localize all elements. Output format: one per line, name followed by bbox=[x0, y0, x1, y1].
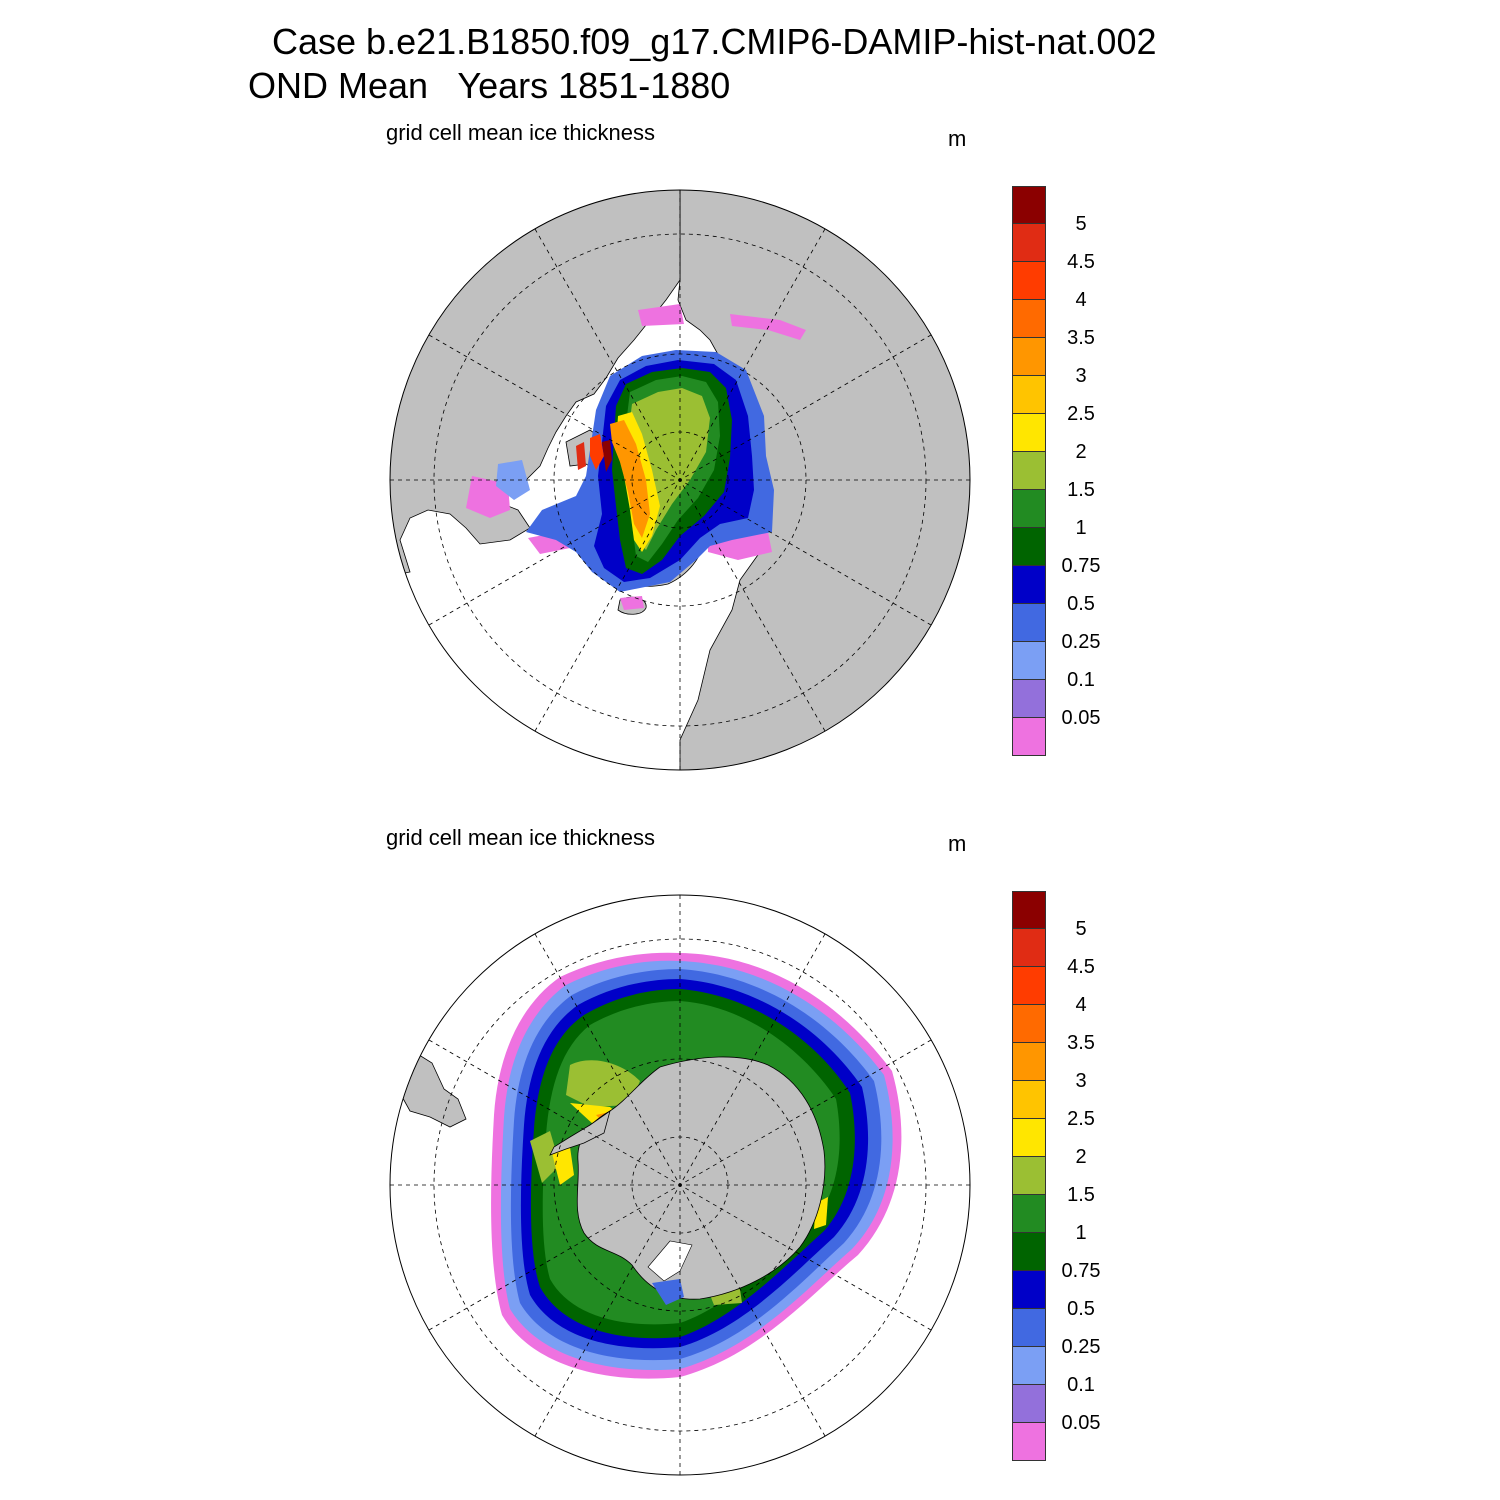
north-colorbar-swatch bbox=[1012, 680, 1046, 718]
south-colorbar-swatch bbox=[1012, 1119, 1046, 1157]
south-map-border bbox=[389, 894, 971, 1476]
south-colorbar-swatch bbox=[1012, 967, 1046, 1005]
north-colorbar-tick-label: 0.1 bbox=[1067, 669, 1095, 691]
south-ice-yellow-green bbox=[566, 1060, 640, 1107]
north-colorbar-tick-label: 4 bbox=[1075, 289, 1087, 311]
south-polar-map bbox=[389, 894, 971, 1476]
north-panel-variable-label: grid cell mean ice thickness bbox=[386, 120, 656, 145]
south-colorbar-tick-label: 2 bbox=[1075, 1146, 1087, 1168]
north-colorbar-tick-label: 0.5 bbox=[1067, 593, 1095, 615]
north-colorbar-tick-label: 1.5 bbox=[1067, 479, 1095, 501]
south-colorbar-swatch bbox=[1012, 1309, 1046, 1347]
north-colorbar-tick-label: 4.5 bbox=[1067, 251, 1095, 273]
south-colorbar-swatch bbox=[1012, 1157, 1046, 1195]
north-colorbar-swatch bbox=[1012, 490, 1046, 528]
north-colorbar-tick-label: 0.75 bbox=[1061, 555, 1101, 577]
north-colorbar-tick-label: 1 bbox=[1075, 517, 1087, 539]
north-colorbar-swatch bbox=[1012, 376, 1046, 414]
south-colorbar-tick-label: 3 bbox=[1075, 1070, 1087, 1092]
south-colorbar-tick-label: 4.5 bbox=[1067, 956, 1095, 978]
south-ice-yellow-green bbox=[530, 1131, 560, 1183]
north-colorbar-swatch bbox=[1012, 262, 1046, 300]
south-colorbar-tick-label: 0.75 bbox=[1061, 1260, 1101, 1282]
north-colorbar-tick-label: 0.25 bbox=[1061, 631, 1101, 653]
north-colorbar-tick-label: 3 bbox=[1075, 365, 1087, 387]
north-colorbar-swatch bbox=[1012, 338, 1046, 376]
ross-ice-shelf-notch bbox=[647, 1240, 693, 1282]
north-colorbar-swatch bbox=[1012, 566, 1046, 604]
south-colorbar-swatch bbox=[1012, 1233, 1046, 1271]
south-panel-variable-label: grid cell mean ice thickness bbox=[386, 825, 656, 850]
north-ice-dark-red bbox=[602, 440, 612, 472]
south-colorbar-swatch bbox=[1012, 1005, 1046, 1043]
south-colorbar-tick-label: 2.5 bbox=[1067, 1108, 1095, 1130]
figure-title-line-2: OND Mean Years 1851-1880 bbox=[248, 65, 731, 106]
south-colorbar-swatch bbox=[1012, 1385, 1046, 1423]
south-colorbar-swatch bbox=[1012, 929, 1046, 967]
north-ice-orange bbox=[610, 420, 650, 538]
south-colorbar-swatch bbox=[1012, 1081, 1046, 1119]
south-colorbar-swatch bbox=[1012, 1043, 1046, 1081]
south-colorbar-swatch bbox=[1012, 1271, 1046, 1309]
north-colorbar-tick-label: 3.5 bbox=[1067, 327, 1095, 349]
south-colorbar-tick-label: 0.1 bbox=[1067, 1374, 1095, 1396]
north-polar-map bbox=[389, 189, 971, 771]
north-colorbar: 5 4.5 4 3.5 3 2.5 2 1.5 1 0.75 0.5 0.25 0.1 0.05 bbox=[1010, 186, 1130, 758]
north-ice-red bbox=[590, 434, 604, 470]
north-colorbar-swatch bbox=[1012, 642, 1046, 680]
north-colorbar-swatch bbox=[1012, 718, 1046, 756]
north-map-border bbox=[389, 189, 971, 771]
south-colorbar-tick-label: 0.25 bbox=[1061, 1336, 1101, 1358]
north-ice-pink bbox=[620, 596, 644, 610]
south-colorbar-swatch bbox=[1012, 1195, 1046, 1233]
north-panel-units-label: m bbox=[948, 126, 967, 151]
south-colorbar-swatch bbox=[1012, 1347, 1046, 1385]
north-colorbar-tick-label: 0.05 bbox=[1061, 707, 1101, 729]
south-ice-yellow-green bbox=[710, 1289, 742, 1305]
north-colorbar-swatch bbox=[1012, 186, 1046, 224]
north-colorbar-tick-label: 2.5 bbox=[1067, 403, 1095, 425]
south-ice-blue-ross bbox=[652, 1279, 684, 1305]
south-colorbar-tick-label: 1 bbox=[1075, 1222, 1087, 1244]
south-colorbar-tick-label: 1.5 bbox=[1067, 1184, 1095, 1206]
south-colorbar-tick-label: 4 bbox=[1075, 994, 1087, 1016]
north-colorbar-tick-label: 5 bbox=[1075, 213, 1087, 235]
north-colorbar-swatch bbox=[1012, 604, 1046, 642]
north-ice-pink bbox=[638, 304, 684, 326]
south-colorbar-tick-label: 0.5 bbox=[1067, 1298, 1095, 1320]
south-panel-units-label: m bbox=[948, 831, 967, 856]
north-colorbar-swatch bbox=[1012, 300, 1046, 338]
south-colorbar-swatch bbox=[1012, 1423, 1046, 1461]
south-colorbar: 5 4.5 4 3.5 3 2.5 2 1.5 1 0.75 0.5 0.25 0.1 0.05 bbox=[1010, 891, 1130, 1463]
north-colorbar-tick-label: 2 bbox=[1075, 441, 1087, 463]
south-colorbar-tick-label: 5 bbox=[1075, 918, 1087, 940]
south-colorbar-tick-label: 0.05 bbox=[1061, 1412, 1101, 1434]
figure-title-line-1: Case b.e21.B1850.f09_g17.CMIP6-DAMIP-his… bbox=[272, 21, 1157, 62]
north-colorbar-swatch bbox=[1012, 452, 1046, 490]
north-colorbar-swatch bbox=[1012, 224, 1046, 262]
south-colorbar-tick-label: 3.5 bbox=[1067, 1032, 1095, 1054]
south-colorbar-swatch bbox=[1012, 891, 1046, 929]
north-colorbar-swatch bbox=[1012, 528, 1046, 566]
north-ice-red bbox=[576, 442, 586, 470]
north-colorbar-swatch bbox=[1012, 414, 1046, 452]
